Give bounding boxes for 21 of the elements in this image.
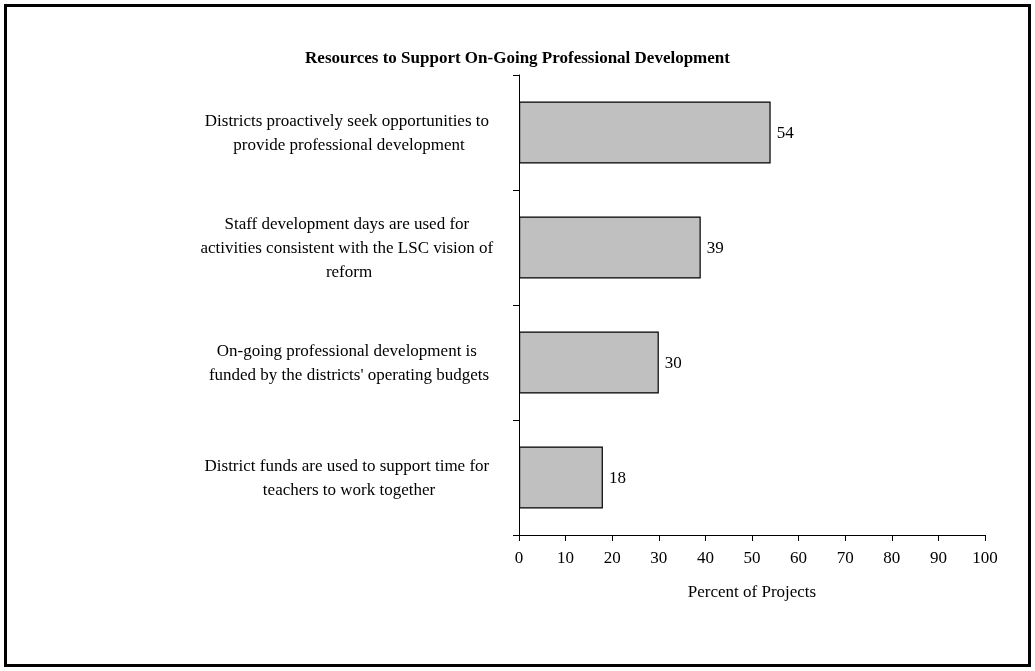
y-tick-label: Districts proactively seek opportunities to provide professional development: [204, 111, 494, 154]
data-label: 18: [608, 468, 626, 487]
x-tick-label: 20: [603, 548, 621, 567]
x-tick-label: 70: [836, 548, 854, 567]
x-axis-title: Percent of Projects: [687, 582, 817, 601]
data-label: 54: [776, 123, 795, 142]
x-tick-label: 10: [557, 548, 575, 567]
y-tick-label: On-going professional development is funded by the districts' operating budgets: [208, 341, 490, 384]
x-tick-label: 60: [790, 548, 808, 567]
x-tick-label: 80: [883, 548, 901, 567]
x-tick-label: 100: [972, 548, 998, 567]
data-label: 39: [706, 238, 724, 257]
data-label: 30: [664, 353, 682, 372]
x-tick-label: 40: [696, 548, 714, 567]
x-tick-label: 50: [743, 548, 761, 567]
x-tick-label: 0: [514, 548, 524, 567]
x-tick-label: 30: [650, 548, 668, 567]
y-tick-label: Staff development days are used for activities consistent with the LSC vision of reform: [200, 214, 498, 281]
x-tick-label: 90: [929, 548, 947, 567]
y-tick-label: District funds are used to support time for teachers to work together: [204, 456, 494, 499]
chart-title: Resources to Support On-Going Professional Development: [305, 48, 731, 67]
